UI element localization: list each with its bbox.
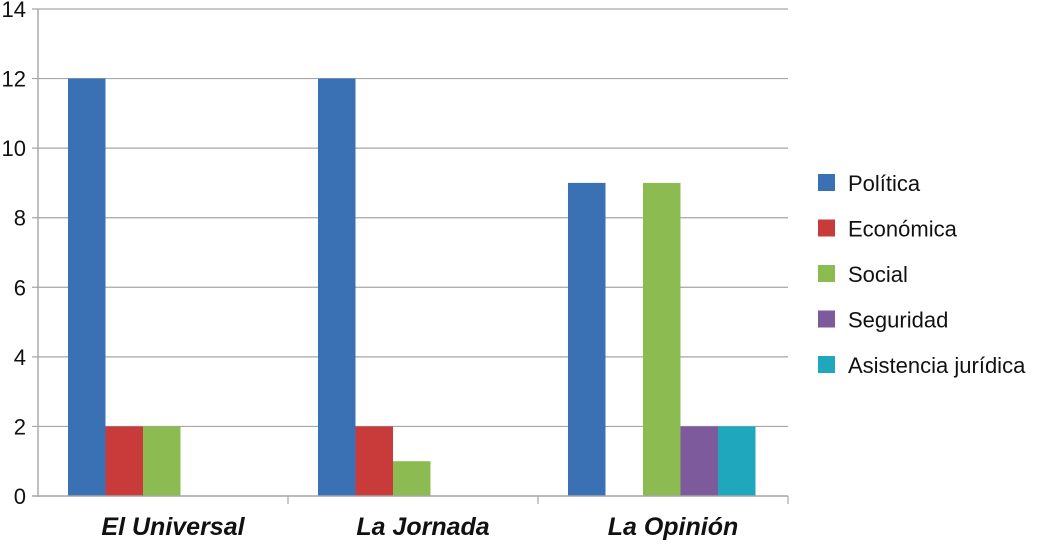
legend-swatch: [818, 219, 835, 237]
legend-swatch: [818, 265, 835, 282]
legend-swatch: [818, 310, 835, 328]
legend-label: Económica: [848, 217, 958, 242]
y-tick-label: 2: [14, 414, 26, 439]
gridlines: [32, 8, 788, 428]
x-category-label: El Universal: [101, 513, 245, 541]
bar-política: [318, 78, 356, 497]
bar-política: [568, 182, 606, 496]
legend-label: Asistencia jurídica: [848, 353, 1026, 378]
y-tick-label: 14: [2, 0, 26, 22]
y-tick-label: 0: [14, 484, 26, 509]
y-axis-ticks: 0 2 4 6 8 10 12 14: [2, 0, 26, 509]
legend: Política Económica Social Seguridad Asistenc…: [818, 171, 1026, 378]
x-axis-ticks: El Universal La Jornada La Opinión: [101, 513, 738, 541]
bar-asistencia-jurídica: [718, 426, 756, 496]
bar-económica: [105, 426, 143, 496]
y-tick-label: 8: [14, 206, 26, 231]
bar-económica: [355, 426, 393, 496]
axes: [32, 9, 789, 504]
bar-social: [393, 461, 431, 496]
bar-seguridad: [680, 426, 718, 496]
y-tick-label: 4: [14, 345, 26, 370]
x-category-label: La Jornada: [356, 513, 489, 541]
legend-swatch: [818, 174, 835, 191]
bar-social: [643, 182, 681, 496]
bars: [68, 78, 756, 497]
x-category-label: La Opinión: [608, 513, 739, 541]
legend-label: Seguridad: [848, 308, 948, 333]
legend-label: Social: [848, 262, 908, 287]
y-tick-label: 6: [14, 275, 26, 300]
bar-social: [143, 426, 181, 496]
bar-política: [68, 78, 106, 497]
legend-swatch: [818, 356, 835, 373]
y-tick-label: 12: [2, 67, 26, 92]
legend-label: Política: [848, 171, 921, 196]
y-tick-label: 10: [2, 136, 26, 161]
